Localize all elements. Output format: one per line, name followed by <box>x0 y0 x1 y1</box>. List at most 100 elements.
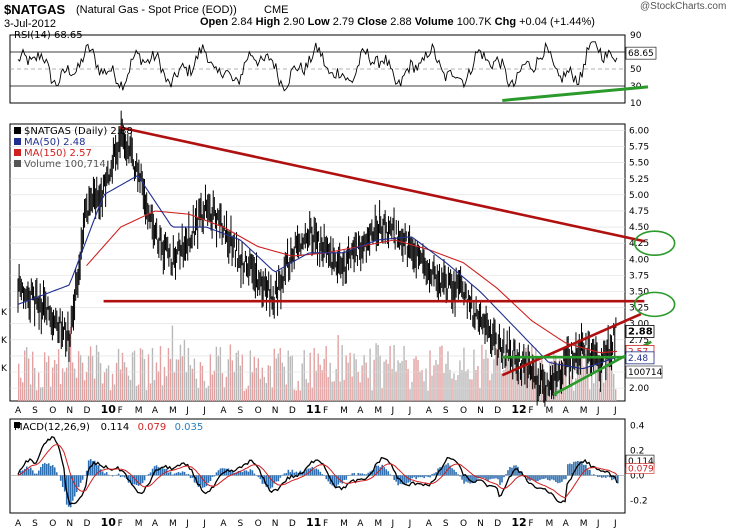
macd-hist-bar <box>287 469 290 476</box>
volume-bar <box>305 379 307 401</box>
macd-x-label: J <box>185 519 189 529</box>
macd-hist-bar <box>393 475 395 480</box>
volume-bar <box>507 362 509 401</box>
macd-hist-bar <box>383 467 385 476</box>
macd-hist-bar <box>519 471 521 476</box>
volume-bar <box>589 389 591 401</box>
macd-hist-bar <box>59 475 62 481</box>
volume-bar <box>429 350 431 401</box>
volume-bar <box>97 351 100 401</box>
volume-bar <box>319 364 321 401</box>
volume-k-label: K <box>1 308 8 318</box>
volume-bar <box>293 389 295 401</box>
volume-bar <box>63 371 66 401</box>
ma50-last-tag-box <box>625 351 655 365</box>
macd-hist-bar <box>569 463 571 476</box>
ohlc-summary: Open 2.84 High 2.90 Low 2.79 Close 2.88 … <box>200 16 595 28</box>
macd-x-label: N <box>477 519 484 529</box>
volume-bar <box>117 348 120 401</box>
macd-hist-bar <box>615 475 617 480</box>
macd-x-label: S <box>443 519 449 529</box>
volume-value: 100.7K <box>456 16 492 28</box>
volume-bar <box>157 371 160 401</box>
volume-bar <box>173 372 176 401</box>
price-bars <box>17 110 617 407</box>
macd-hist-bar <box>151 468 154 476</box>
macd-hist-bar <box>365 474 368 476</box>
macd-hist-bar <box>375 465 378 476</box>
macd-hist-bar <box>179 472 182 476</box>
volume-bar <box>523 346 525 401</box>
macd-x-label: F <box>323 519 328 529</box>
volume-bar <box>145 390 148 401</box>
volume-bar <box>511 371 513 401</box>
volume-bar <box>285 384 287 401</box>
macd-hist-bar <box>19 471 22 476</box>
macd-line <box>17 436 618 506</box>
volume-bar <box>175 359 178 401</box>
price-tick-label: 3.00 <box>629 320 649 330</box>
macd-hist-bar <box>51 465 54 476</box>
macd-hist-bar <box>61 475 64 488</box>
macd-hist-bar <box>599 475 601 477</box>
volume-bar <box>315 370 317 401</box>
macd-hist-bar <box>487 475 489 482</box>
macd-hist-bar <box>557 475 559 484</box>
macd-hist-bar <box>457 474 459 476</box>
volume-bar <box>495 347 497 401</box>
macd-hist-bar <box>311 466 314 476</box>
volume-bar <box>461 370 463 401</box>
close-value: 2.88 <box>390 16 412 28</box>
macd-hist-bar <box>273 475 276 484</box>
volume-bar <box>351 376 353 401</box>
macd-hist-bar <box>291 469 294 476</box>
price-x-label: D <box>289 406 296 416</box>
volume-bar <box>179 344 182 401</box>
macd-tick-label: -0.2 <box>630 496 648 506</box>
volume-bar <box>437 364 439 401</box>
volume-bar <box>139 348 142 401</box>
volume-bar <box>419 371 421 401</box>
price-tick-label: 4.25 <box>629 239 649 249</box>
macd-hist-bar <box>45 463 48 476</box>
volume-bar <box>435 360 437 401</box>
volume-bar <box>325 346 327 401</box>
volume-bar <box>197 387 200 401</box>
volume-bar <box>73 368 76 401</box>
volume-bar <box>287 350 289 401</box>
macd-hist-bar <box>537 475 539 482</box>
macd-hist-bar <box>463 475 465 484</box>
volume-bar <box>161 385 164 401</box>
volume-bar <box>381 388 383 401</box>
macd-x-label: J <box>391 519 395 529</box>
macd-hist-bar <box>503 475 505 478</box>
macd-hist-bar <box>265 475 268 488</box>
macd-hist-bar <box>143 475 146 481</box>
volume-bar <box>391 368 393 401</box>
macd-x-label: O <box>255 519 262 529</box>
volume-bar <box>291 355 293 401</box>
macd-hist-bar <box>555 475 557 483</box>
macd-hist-bar <box>245 470 248 476</box>
volume-bar <box>469 379 471 401</box>
macd-hist-bar <box>577 460 579 476</box>
macd-hist-bar <box>483 475 485 478</box>
volume-bar <box>187 347 190 401</box>
macd-hist-bar <box>407 475 409 483</box>
volume-bar <box>143 359 146 401</box>
macd-hist-bar <box>199 475 202 486</box>
volume-bar <box>533 365 535 401</box>
macd-x-label: M <box>340 519 348 529</box>
volume-bar <box>471 379 473 401</box>
volume-bar <box>79 354 82 401</box>
trendline-1 <box>118 125 645 243</box>
macd-hist-bar <box>313 469 316 476</box>
volume-bar <box>223 387 226 401</box>
macd-hist-bar <box>289 472 292 476</box>
volume-bar <box>71 362 74 401</box>
volume-bar <box>23 350 26 401</box>
macd-hist-bar <box>67 475 70 507</box>
macd-hist-bar <box>439 467 441 476</box>
volume-bar <box>75 377 78 401</box>
volume-bar <box>393 344 395 401</box>
